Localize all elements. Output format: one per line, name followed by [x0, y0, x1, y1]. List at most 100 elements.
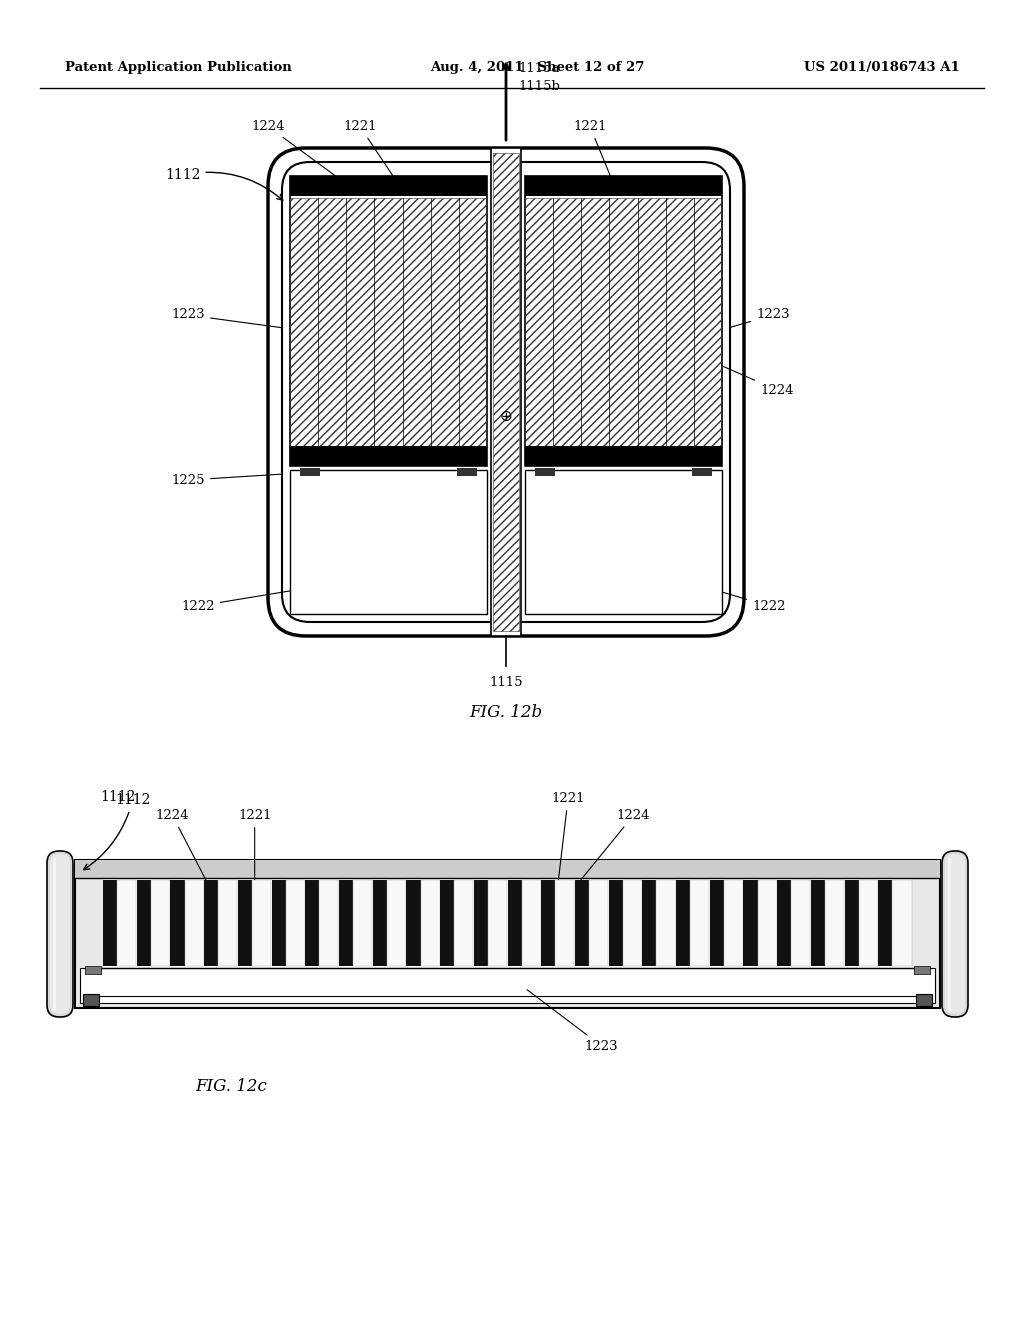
Bar	[488, 880, 507, 966]
Bar	[535, 469, 555, 477]
Bar	[724, 880, 743, 966]
Bar	[103, 880, 117, 966]
Bar	[170, 880, 184, 966]
Bar	[879, 880, 893, 966]
Bar	[859, 880, 878, 966]
Bar	[75, 861, 940, 878]
Bar	[319, 880, 339, 966]
Text: 1221: 1221	[238, 809, 271, 880]
FancyBboxPatch shape	[945, 854, 965, 1014]
Bar	[218, 880, 238, 966]
Text: 1223: 1223	[731, 309, 790, 327]
Bar	[137, 880, 151, 966]
Text: 1112: 1112	[100, 789, 135, 804]
FancyBboxPatch shape	[282, 162, 730, 622]
Bar	[589, 880, 608, 966]
Bar	[290, 446, 487, 466]
FancyBboxPatch shape	[268, 148, 744, 636]
Bar	[373, 880, 387, 966]
Text: 1221: 1221	[343, 120, 397, 182]
Bar	[845, 880, 859, 966]
Text: FIG. 12b: FIG. 12b	[469, 704, 543, 721]
Bar	[508, 880, 521, 966]
Bar	[777, 880, 792, 966]
Bar	[85, 966, 101, 974]
Bar	[440, 880, 455, 966]
Text: 1223: 1223	[171, 309, 282, 327]
FancyBboxPatch shape	[47, 851, 73, 1016]
Bar	[151, 880, 170, 966]
Bar	[710, 880, 724, 966]
Bar	[916, 994, 932, 1006]
Bar	[525, 470, 722, 614]
Bar	[743, 880, 758, 966]
Bar	[290, 470, 487, 614]
Text: 1224: 1224	[252, 120, 347, 185]
Bar	[83, 994, 99, 1006]
Bar	[525, 176, 722, 466]
Text: 1225: 1225	[171, 474, 282, 487]
Bar	[290, 176, 487, 466]
Text: FIG. 12c: FIG. 12c	[195, 1078, 266, 1096]
Bar	[75, 861, 940, 1008]
Text: 1221: 1221	[551, 792, 585, 880]
Bar	[555, 880, 574, 966]
Bar	[623, 880, 642, 966]
Text: 1224: 1224	[655, 337, 794, 396]
Bar	[80, 968, 935, 1003]
Bar	[286, 880, 305, 966]
Bar	[252, 880, 271, 966]
FancyBboxPatch shape	[942, 851, 968, 1016]
Text: Patent Application Publication: Patent Application Publication	[65, 62, 292, 74]
Bar	[525, 176, 722, 195]
Bar	[387, 880, 406, 966]
Bar	[474, 880, 488, 966]
Bar	[493, 153, 519, 631]
Bar	[825, 880, 844, 966]
Bar	[893, 880, 911, 966]
Bar	[692, 469, 712, 477]
Text: 1224: 1224	[156, 809, 206, 880]
Text: US 2011/0186743 A1: US 2011/0186743 A1	[804, 62, 961, 74]
Text: 1224: 1224	[580, 809, 650, 880]
Bar	[339, 880, 353, 966]
Text: Aug. 4, 2011   Sheet 12 of 27: Aug. 4, 2011 Sheet 12 of 27	[430, 62, 644, 74]
Bar	[421, 880, 439, 966]
Bar	[608, 880, 623, 966]
Bar	[184, 880, 204, 966]
Bar	[457, 469, 477, 477]
FancyBboxPatch shape	[50, 854, 70, 1014]
Bar	[525, 446, 722, 466]
Text: 1223: 1223	[527, 990, 618, 1052]
Bar	[117, 880, 136, 966]
Text: 1115: 1115	[489, 676, 522, 689]
Bar	[490, 148, 521, 636]
Bar	[271, 880, 286, 966]
Bar	[455, 880, 473, 966]
Bar	[525, 198, 722, 466]
Text: 1221: 1221	[573, 120, 612, 181]
Bar	[290, 176, 487, 195]
Bar	[642, 880, 656, 966]
Bar	[305, 880, 319, 966]
Bar	[103, 878, 912, 968]
Bar	[758, 880, 776, 966]
Text: 1112: 1112	[84, 793, 151, 870]
Bar	[300, 469, 319, 477]
Bar	[290, 198, 487, 466]
Text: 1115b: 1115b	[518, 79, 560, 92]
Bar	[353, 880, 372, 966]
Bar	[676, 880, 690, 966]
Bar	[792, 880, 810, 966]
Bar	[574, 880, 589, 966]
Bar	[238, 880, 252, 966]
Bar	[407, 880, 421, 966]
Text: 1115a: 1115a	[518, 62, 559, 74]
Bar	[204, 880, 218, 966]
Text: 1222: 1222	[181, 586, 317, 612]
Bar	[656, 880, 676, 966]
Text: ⊕: ⊕	[500, 409, 512, 424]
Bar	[690, 880, 710, 966]
Bar	[811, 880, 825, 966]
Text: 1112: 1112	[165, 168, 283, 201]
